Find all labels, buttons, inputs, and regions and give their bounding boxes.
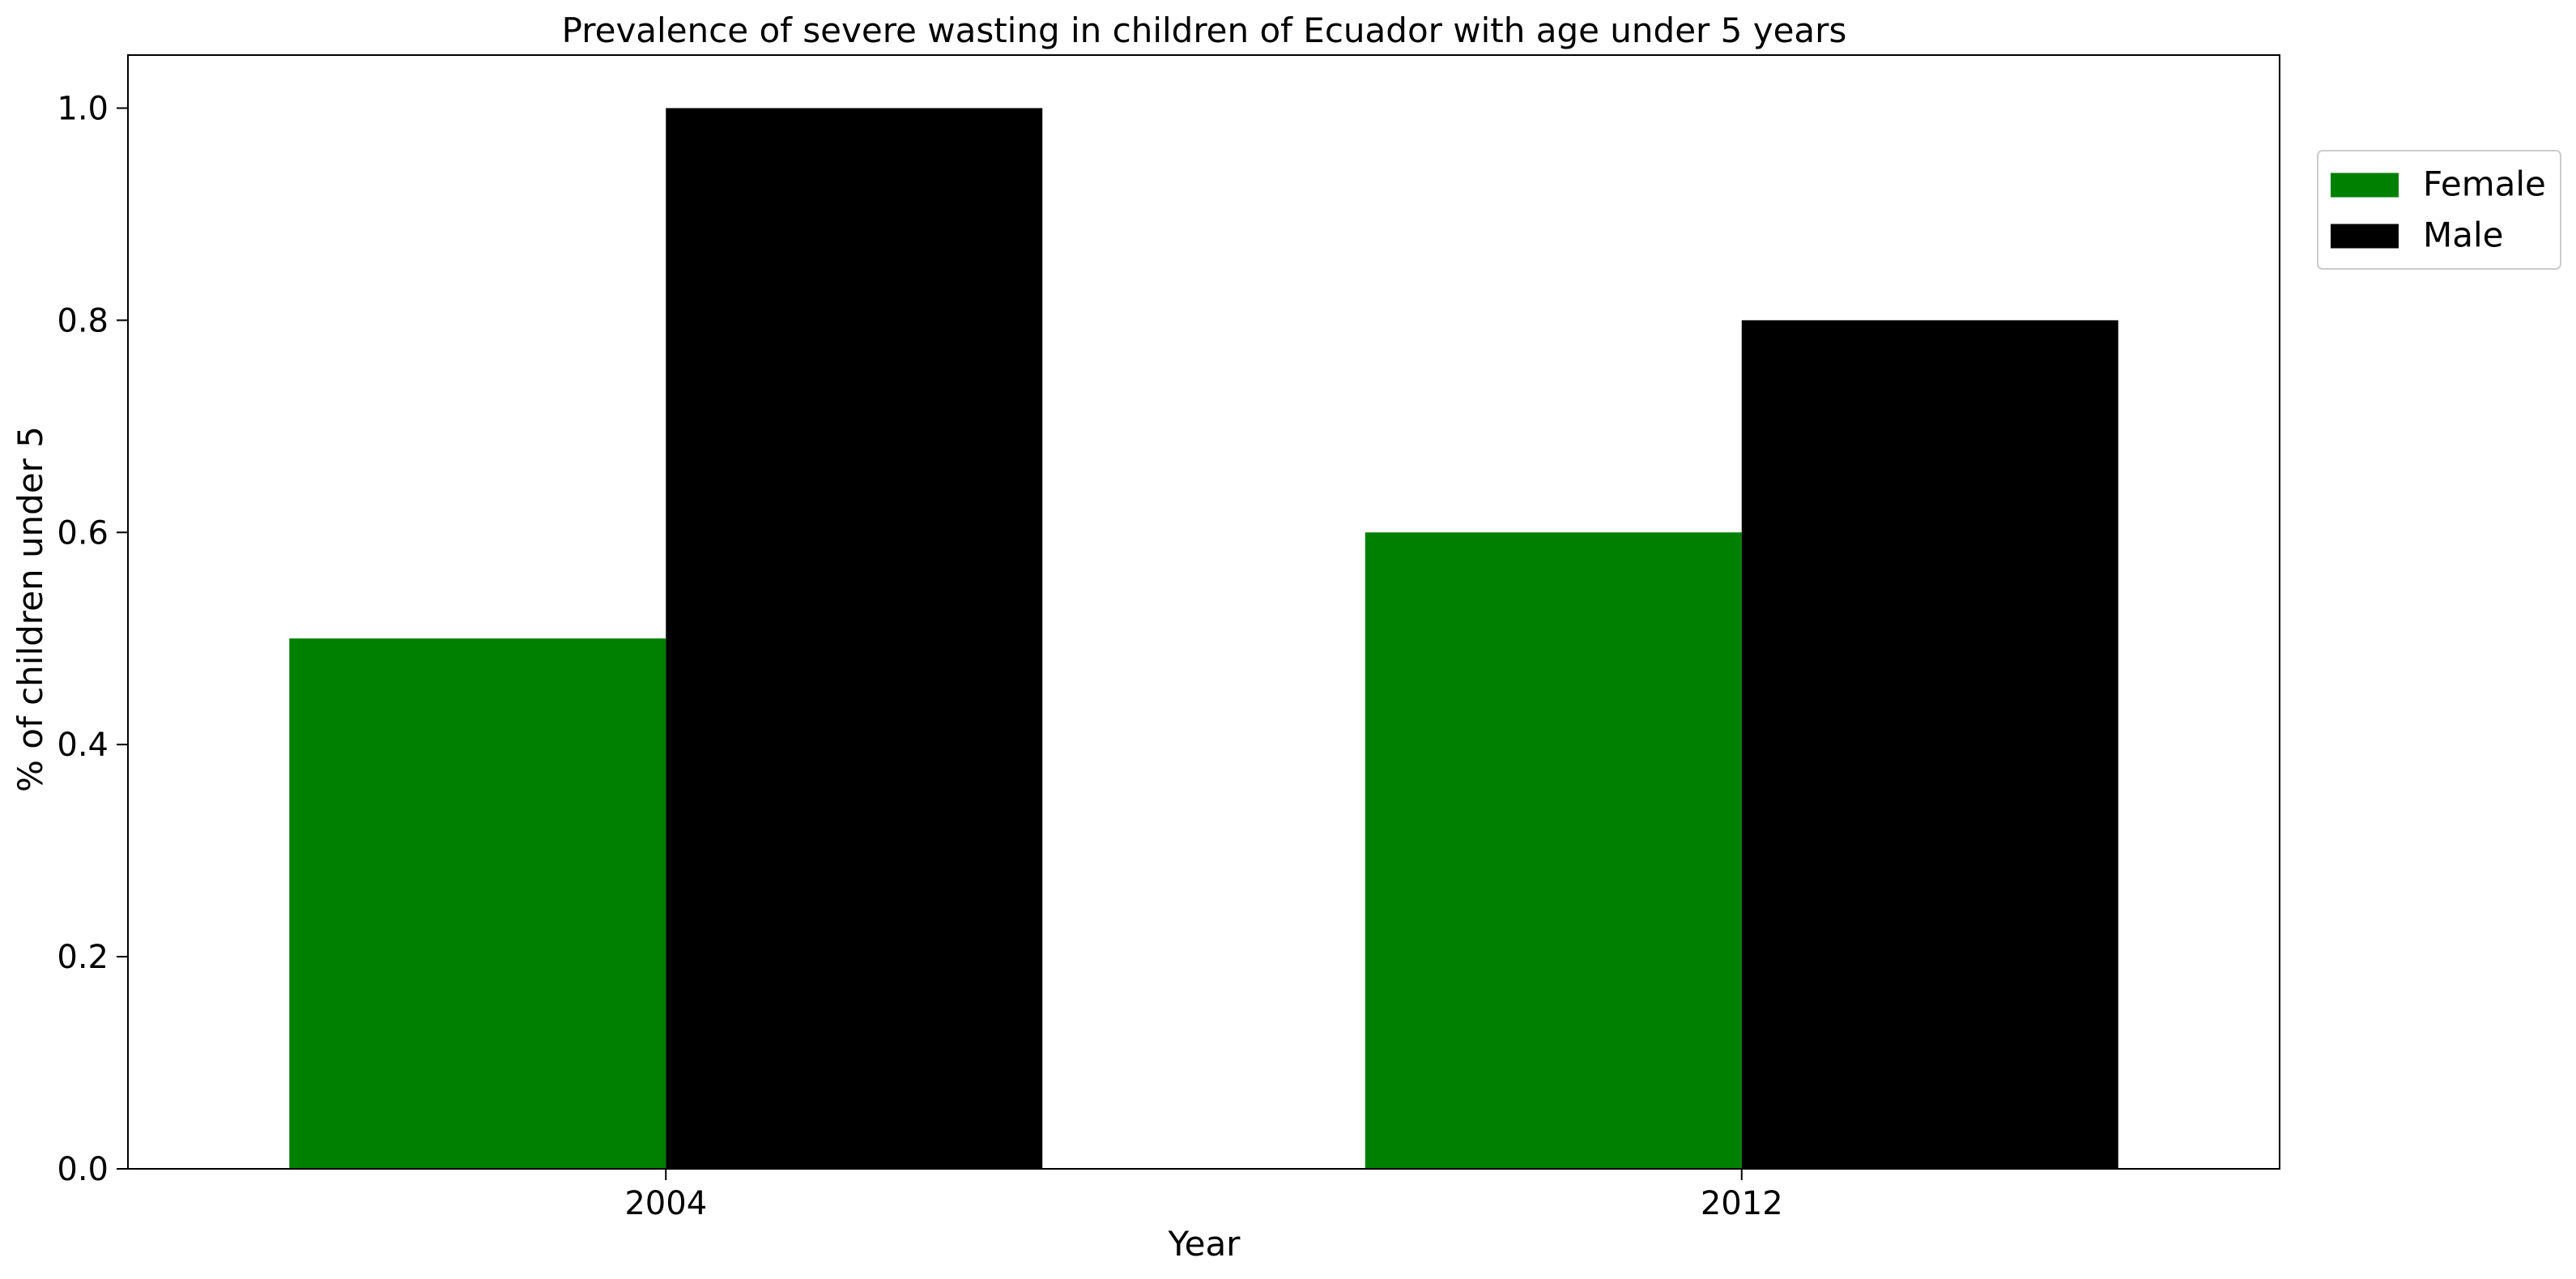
legend-swatch-female [2331,173,2399,198]
legend-label-female: Female [2423,164,2546,204]
chart-title: Prevalence of severe wasting in children… [562,11,1847,50]
x-axis: 2004 2012 [624,1169,1783,1222]
plot-frame-outline [127,54,2280,1170]
y-tick-label: 0.2 [57,939,109,976]
legend-label-male: Male [2423,215,2503,255]
bar-male-2012 [1741,320,2118,1169]
y-tick-label: 0.8 [57,302,109,339]
bar-female-2004 [289,638,666,1169]
y-axis-label: % of children under 5 [11,426,50,792]
y-axis: 0.0 0.2 0.4 0.6 0.8 1.0 [57,90,128,1188]
bar-female-2012 [1365,532,1742,1169]
x-tick-label: 2004 [624,1185,707,1222]
x-tick-label: 2012 [1701,1185,1783,1222]
y-tick-label: 0.6 [57,514,109,552]
bar-male-2004 [666,108,1043,1169]
y-tick-label: 1.0 [57,90,109,127]
legend: Female Male [2317,150,2561,270]
y-tick-label: 0.4 [57,727,109,764]
legend-swatch-male [2331,224,2399,249]
y-tick-label: 0.0 [57,1151,109,1188]
bars [127,54,2280,1170]
x-axis-label: Year [1168,1224,1241,1264]
